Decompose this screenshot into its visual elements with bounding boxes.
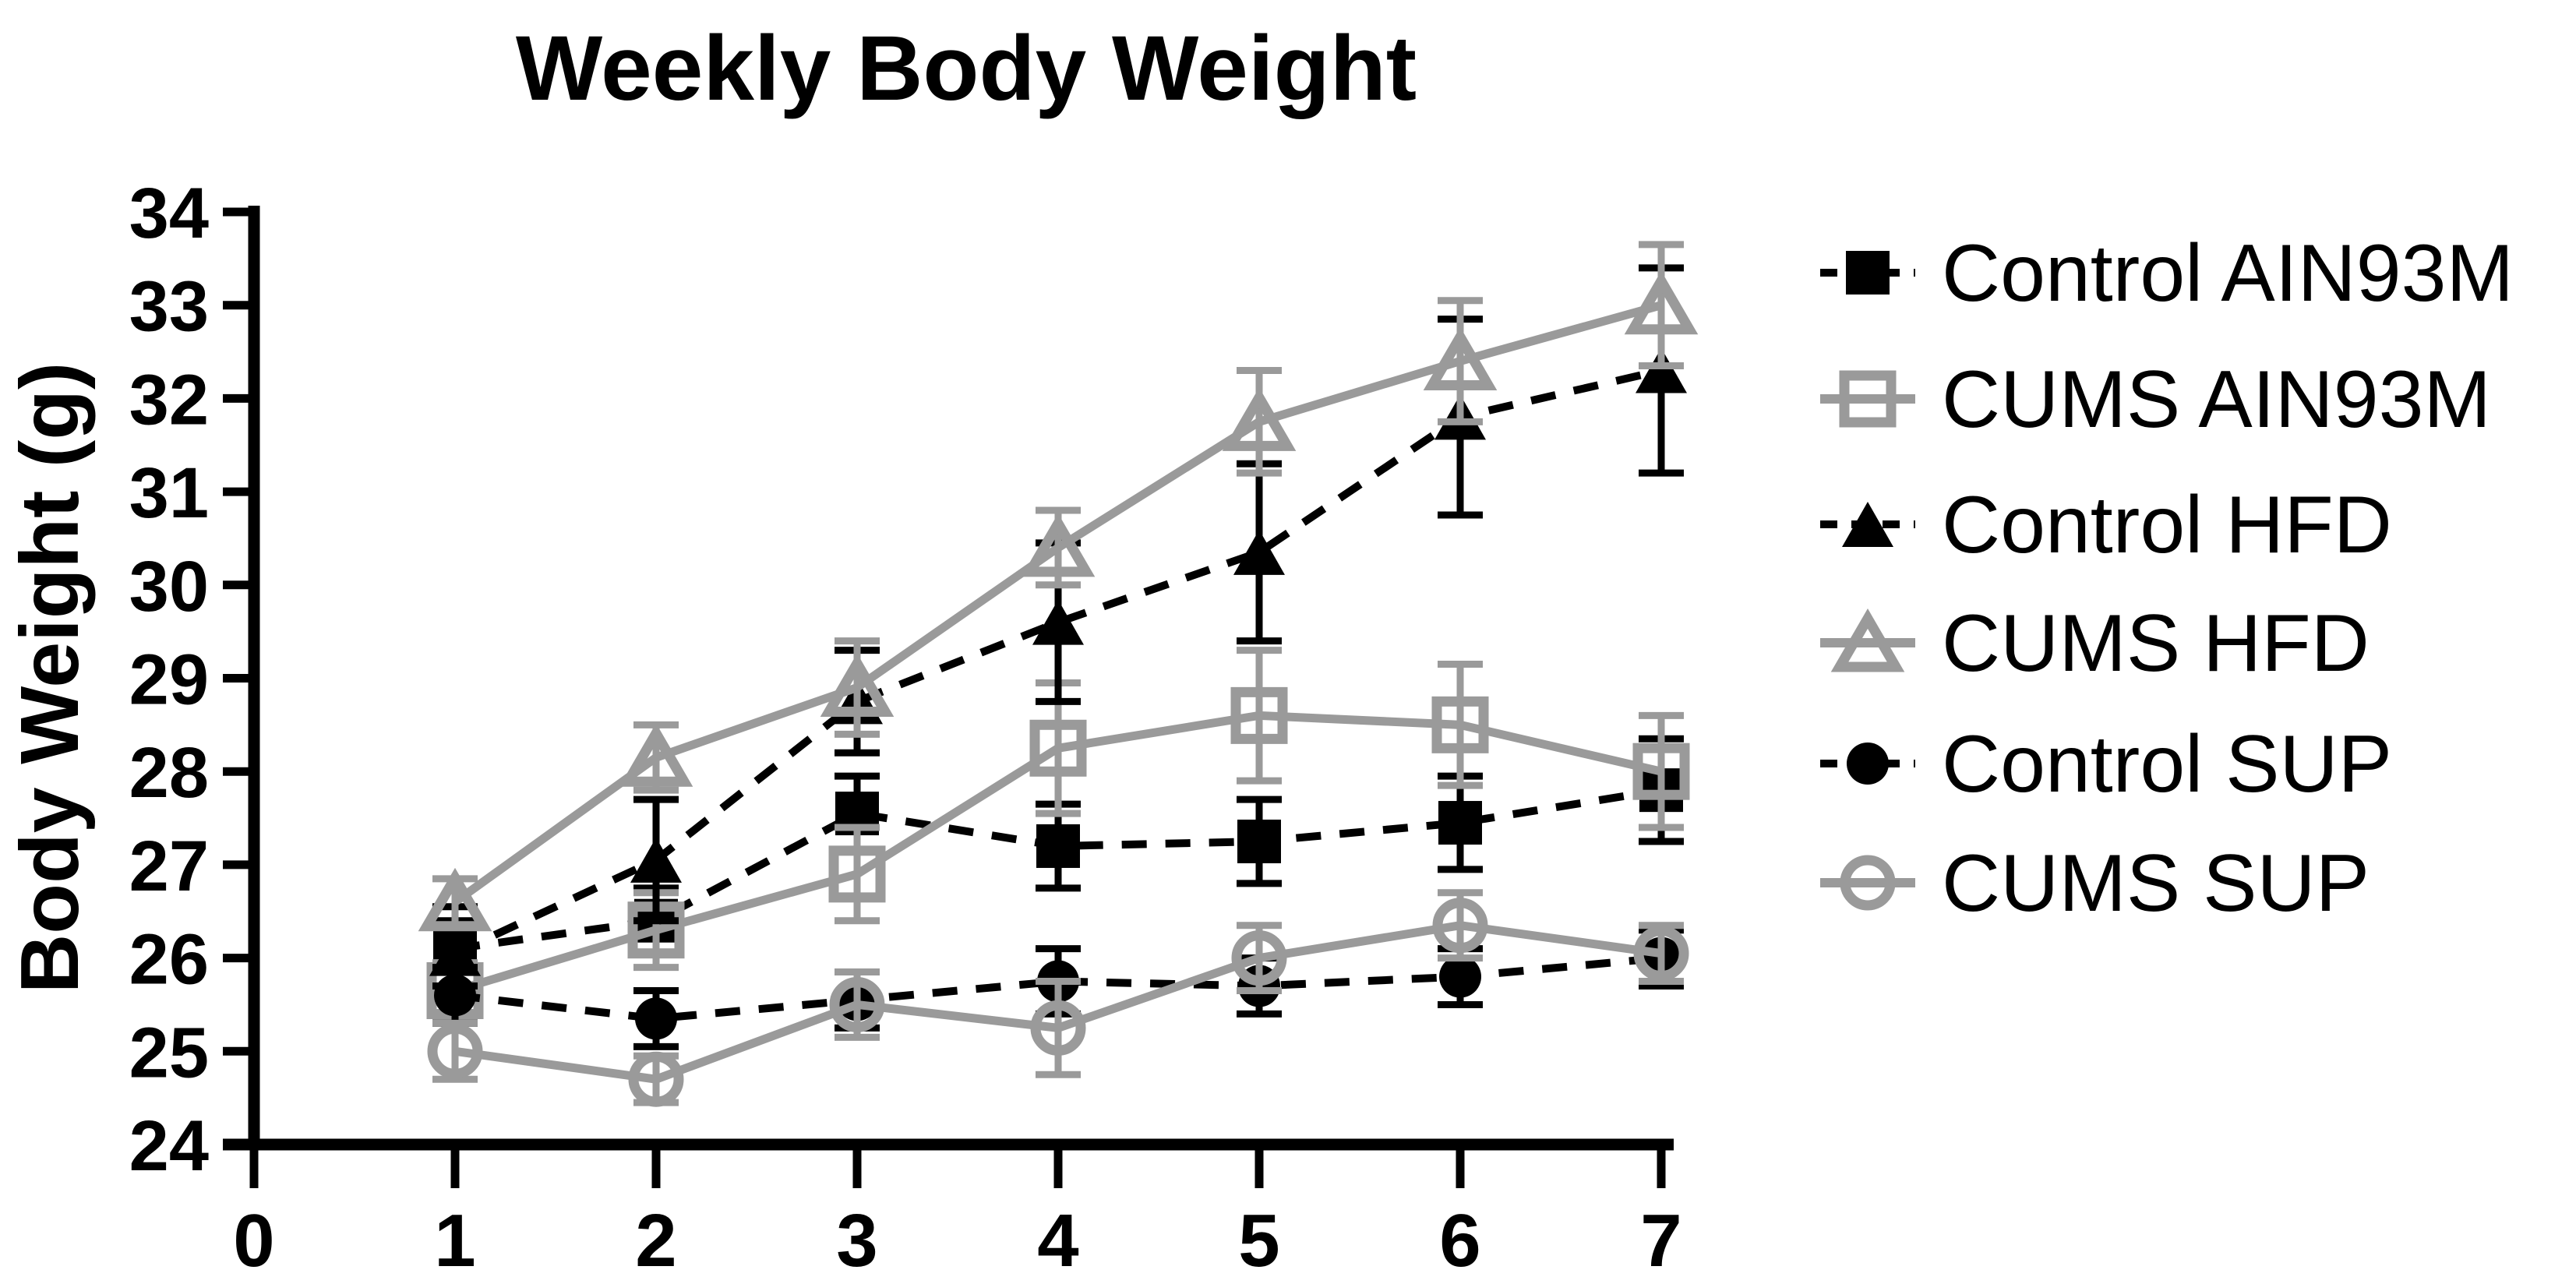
legend-label: Control AIN93M: [1942, 228, 2514, 319]
y-tick-label: 29: [129, 640, 209, 720]
data-point-marker: [1230, 686, 1288, 744]
legend-label: CUMS HFD: [1942, 598, 2370, 689]
y-tick-label: 26: [129, 920, 209, 1000]
series-line-cums-ain93m: [453, 711, 1663, 995]
data-point-marker: [418, 867, 492, 932]
x-tick-label: 4: [1037, 1199, 1078, 1282]
x-tick-label: 5: [1238, 1199, 1279, 1282]
data-point-marker: [1233, 529, 1285, 575]
y-tick-label: 24: [129, 1106, 209, 1186]
data-point-marker: [434, 974, 476, 1017]
legend-marker-triangle: [1830, 608, 1905, 672]
legend-item-cums-hfd: CUMS HFD: [1820, 598, 2370, 689]
data-point-marker: [1636, 347, 1687, 393]
data-point-marker: [1439, 955, 1481, 998]
x-tick-label: 0: [233, 1199, 274, 1282]
x-tick-label: 2: [635, 1199, 676, 1282]
y-tick-label: 30: [129, 547, 209, 626]
data-series-layer: [418, 241, 1699, 1107]
x-tick-label: 3: [836, 1199, 877, 1282]
data-point-marker: [1423, 326, 1498, 391]
series-line-cums-hfd: [452, 301, 1663, 906]
legend: Control AIN93M CUMS AIN93M Control HFD CUMS…: [1820, 228, 2514, 929]
y-tick-label: 31: [129, 453, 209, 533]
y-tick-label: 28: [129, 733, 209, 813]
data-point-marker: [1438, 801, 1482, 845]
data-point-marker: [635, 997, 677, 1040]
y-tick-label: 32: [129, 360, 209, 439]
y-axis-label: Body Weight (g): [4, 362, 96, 994]
chart-title: Weekly Body Weight: [516, 17, 1417, 120]
data-point-marker: [628, 1051, 684, 1107]
series-line-cums-sup: [454, 921, 1662, 1084]
legend-label: Control SUP: [1942, 719, 2392, 810]
data-point-marker: [1222, 387, 1297, 451]
series-cums-sup: [427, 889, 1689, 1107]
series-cums-hfd: [418, 241, 1699, 932]
data-point-marker: [1632, 743, 1690, 800]
legend-marker-square: [1846, 251, 1890, 295]
y-tick-label: 34: [129, 174, 209, 253]
data-point-marker: [1231, 930, 1287, 986]
data-point-marker: [427, 1023, 483, 1079]
data-point-marker: [1624, 270, 1699, 335]
data-point-marker: [1237, 819, 1281, 863]
x-tick-label: 6: [1439, 1199, 1480, 1282]
legend-marker-circle: [1840, 855, 1896, 911]
legend-marker-square: [1839, 370, 1897, 428]
y-tick-label: 33: [129, 267, 209, 347]
x-tick-label: 1: [434, 1199, 475, 1282]
data-point-marker: [630, 837, 682, 883]
data-point-marker: [829, 976, 885, 1032]
data-point-marker: [1030, 1000, 1086, 1056]
data-point-marker: [1633, 926, 1689, 982]
data-point-marker: [820, 653, 895, 717]
data-point-marker: [1036, 824, 1080, 868]
x-tick-label: 7: [1640, 1199, 1681, 1282]
data-point-marker: [1029, 719, 1087, 777]
legend-item-control-ain93m: Control AIN93M: [1820, 228, 2514, 319]
data-point-marker: [828, 845, 886, 903]
data-point-marker: [1432, 898, 1488, 954]
data-point-marker: [1021, 513, 1096, 577]
legend-label: CUMS AIN93M: [1942, 355, 2491, 445]
data-point-marker: [1032, 599, 1084, 645]
data-point-marker: [619, 723, 693, 787]
data-point-marker: [1431, 696, 1489, 753]
legend-marker-circle: [1847, 743, 1889, 785]
y-tick-label: 25: [129, 1013, 209, 1092]
legend-label: Control HFD: [1942, 480, 2392, 570]
legend-item-control-sup: Control SUP: [1820, 719, 2392, 810]
legend-marker-triangle: [1842, 502, 1893, 547]
y-tick-label: 27: [129, 827, 209, 906]
legend-item-cums-ain93m: CUMS AIN93M: [1820, 355, 2491, 445]
legend-label: CUMS SUP: [1942, 838, 2370, 929]
legend-item-control-hfd: Control HFD: [1820, 480, 2392, 570]
legend-item-cums-sup: CUMS SUP: [1820, 838, 2370, 929]
